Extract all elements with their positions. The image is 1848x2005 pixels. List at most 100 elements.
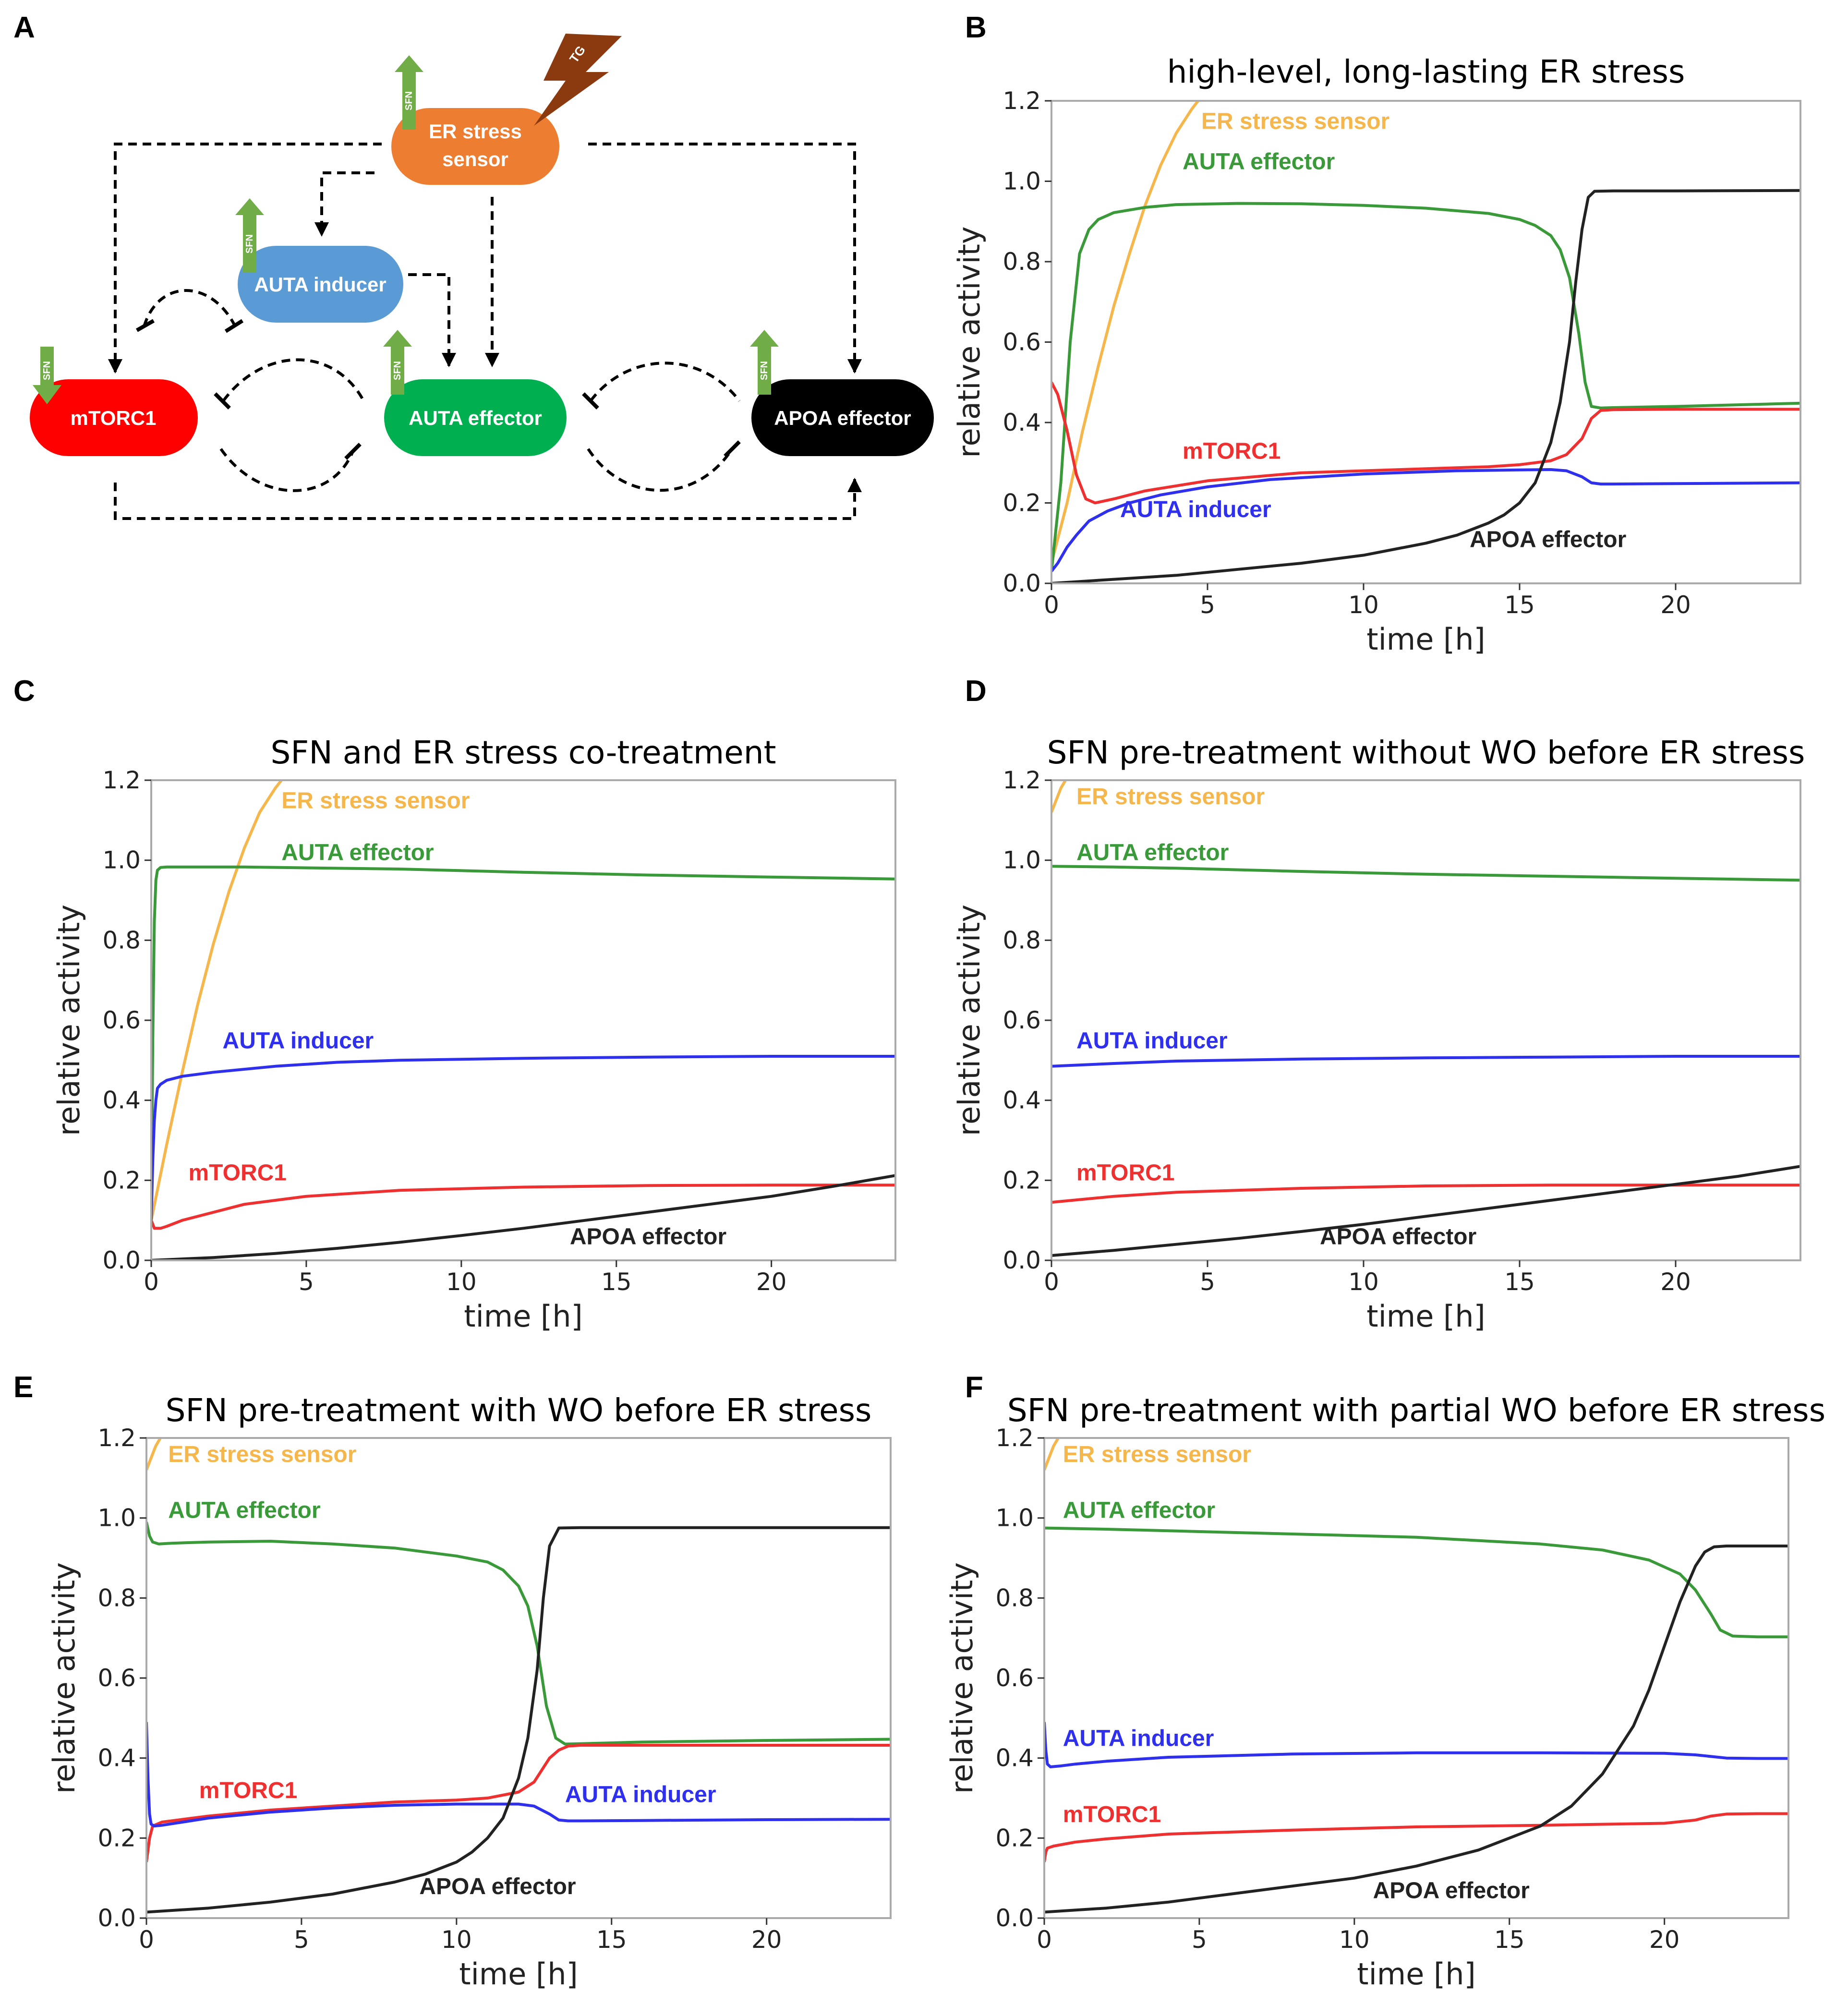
series-line-mtorc1 (1051, 1184, 1800, 1204)
y-tick-label: 0.0 (1003, 569, 1041, 597)
node-mtorc1: mTORC1 (30, 379, 198, 456)
x-axis-label: time [h] (1366, 622, 1485, 657)
svg-text:sensor: sensor (442, 148, 508, 170)
series-label-auta-effector: AUTA effector (1183, 149, 1335, 174)
y-axis-label: relative activity (952, 226, 987, 458)
x-tick-label: 0 (139, 1926, 154, 1954)
node-er-stress-sensor: ER stress sensor (391, 108, 559, 185)
svg-text:SFN: SFN (392, 361, 403, 380)
x-tick-label: 5 (1192, 1926, 1207, 1954)
series-label-er: ER stress sensor (1076, 784, 1265, 809)
link-inducer-to-effector (408, 273, 456, 367)
tbar (344, 443, 362, 460)
panel-label-b: B (965, 11, 987, 44)
y-tick-label: 0.6 (1003, 328, 1041, 356)
series-label-auta-inducer: AUTA inducer (565, 1782, 716, 1807)
series-line-apoa (146, 1526, 891, 1914)
series-line-auta-inducer (146, 1722, 891, 1828)
series-label-mtorc1: mTORC1 (1076, 1160, 1175, 1185)
series-label-er: ER stress sensor (281, 788, 470, 813)
link-er-to-inducer (314, 171, 374, 237)
svg-text:SFN: SFN (404, 91, 414, 110)
series-line-er (1051, 101, 1200, 564)
sfn-down-arrow-icon: SFN (33, 347, 61, 404)
y-tick-label: 1.0 (1003, 168, 1041, 195)
y-tick-label: 1.0 (995, 1504, 1034, 1532)
x-tick-label: 0 (144, 1268, 159, 1296)
sfn-up-arrow-icon: SFN (235, 198, 264, 273)
x-tick-label: 10 (446, 1268, 477, 1296)
x-tick-label: 5 (299, 1268, 314, 1296)
series-line-apoa (1044, 1545, 1788, 1914)
series-line-auta-effector (1051, 202, 1800, 572)
svg-text:ER stress: ER stress (429, 120, 522, 143)
svg-text:SFN: SFN (759, 361, 770, 380)
node-auta-effector: AUTA effector (384, 379, 567, 456)
y-tick-label: 0.4 (1003, 409, 1041, 436)
inhibit-effector-mtorc1-bottom (219, 448, 354, 492)
series-line-apoa (1051, 189, 1800, 583)
y-tick-label: 0.2 (1003, 489, 1041, 517)
series-label-auta-effector: AUTA effector (1076, 840, 1229, 866)
panel-label-f: F (965, 1371, 983, 1404)
y-tick-label: 0.2 (97, 1824, 136, 1852)
svg-text:AUTA effector: AUTA effector (409, 407, 542, 429)
series-label-apoa: APOA effector (570, 1224, 726, 1250)
y-tick-label: 0.2 (1003, 1166, 1041, 1194)
panel-label-a: A (13, 11, 35, 44)
tbar (214, 392, 231, 410)
tg-lightning-icon: TG (534, 34, 622, 126)
x-tick-label: 0 (1044, 591, 1059, 619)
y-tick-label: 0.2 (102, 1166, 141, 1194)
series-line-apoa (151, 1174, 895, 1260)
chart-title: high-level, long-lasting ER stress (1167, 53, 1685, 90)
series-label-er: ER stress sensor (1201, 109, 1389, 134)
chart-panel-d: D SFN pre-treatment without WO before ER … (952, 675, 1805, 1334)
panel-label-e: E (13, 1371, 33, 1404)
x-tick-label: 5 (1200, 591, 1215, 619)
sfn-up-arrow-icon: SFN (395, 55, 423, 130)
y-tick-label: 1.2 (102, 766, 141, 794)
inhibit-apoa-effector-bottom (587, 448, 734, 492)
x-tick-label: 10 (1348, 1268, 1379, 1296)
series-label-apoa: APOA effector (1470, 527, 1626, 553)
y-tick-label: 0.0 (995, 1904, 1034, 1932)
series-label-auta-effector: AUTA effector (1063, 1498, 1215, 1523)
series-line-apoa (1051, 1165, 1800, 1257)
y-tick-label: 0.0 (102, 1246, 141, 1274)
series-label-mtorc1: mTORC1 (1063, 1802, 1161, 1827)
panel-label-c: C (13, 675, 35, 708)
y-tick-label: 1.2 (995, 1424, 1034, 1452)
y-tick-label: 1.0 (102, 846, 141, 874)
y-tick-label: 0.8 (1003, 248, 1041, 276)
series-line-auta-inducer (1044, 1722, 1788, 1768)
y-tick-label: 0.6 (97, 1664, 136, 1692)
x-tick-label: 20 (1649, 1926, 1680, 1954)
link-mtorc1-to-apoa (114, 478, 862, 520)
x-tick-label: 10 (1339, 1926, 1370, 1954)
svg-text:SFN: SFN (244, 234, 255, 254)
x-axis-label: time [h] (1366, 1299, 1485, 1334)
x-tick-label: 15 (1494, 1926, 1525, 1954)
x-tick-label: 0 (1044, 1268, 1059, 1296)
series-line-auta-effector (1051, 865, 1800, 882)
inhibition-links (143, 289, 741, 492)
y-tick-label: 0.4 (102, 1087, 141, 1114)
x-tick-label: 10 (441, 1926, 472, 1954)
y-axis-label: relative activity (952, 905, 987, 1136)
x-tick-label: 15 (1504, 1268, 1535, 1296)
series-line-auta-inducer (1051, 468, 1800, 572)
series-label-apoa: APOA effector (419, 1874, 576, 1899)
series-label-mtorc1: mTORC1 (199, 1778, 297, 1803)
link-er-to-mtorc1 (108, 143, 382, 374)
chart-panel-e: E SFN pre-treatment with WO before ER str… (13, 1371, 892, 1992)
series-label-er: ER stress sensor (1063, 1442, 1251, 1467)
chart-title: SFN pre-treatment with partial WO before… (1007, 1392, 1825, 1429)
x-tick-label: 0 (1037, 1926, 1052, 1954)
x-tick-label: 20 (751, 1926, 782, 1954)
y-tick-label: 0.0 (97, 1904, 136, 1932)
x-tick-label: 10 (1348, 591, 1379, 619)
series-line-auta-effector (146, 1522, 891, 1746)
tbar (582, 392, 599, 410)
